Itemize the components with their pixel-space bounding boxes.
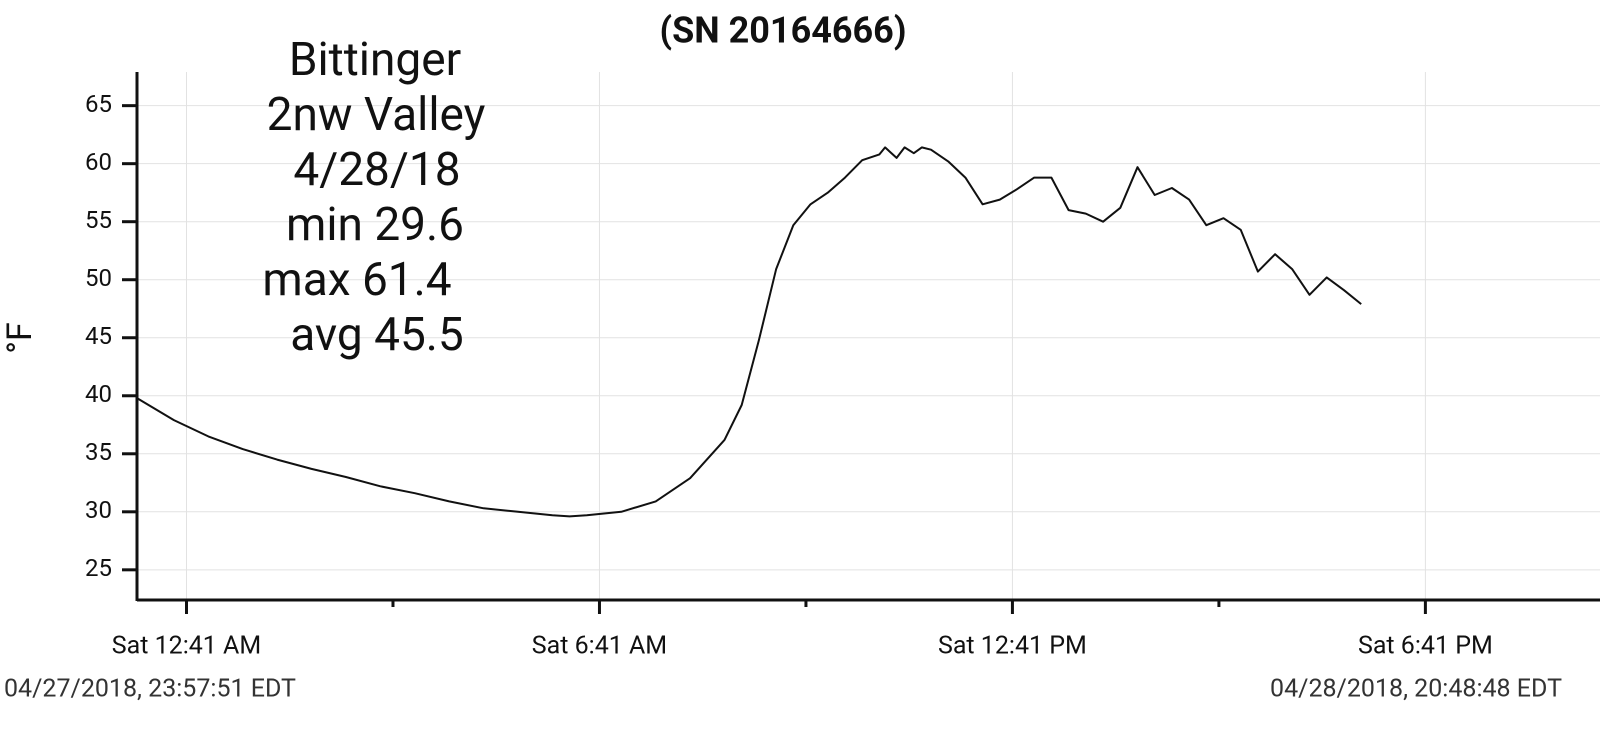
start-time: 04/27/2018, 23:57:51 EDT (4, 675, 296, 704)
annotation: 4/28/18 (293, 143, 460, 197)
y-tick-label: 50 (85, 264, 112, 292)
annotation: avg 45.5 (290, 308, 464, 362)
x-tick-label: Sat 12:41 PM (938, 632, 1087, 661)
y-tick-label: 65 (85, 90, 112, 118)
x-tick-label: Sat 12:41 AM (112, 632, 261, 661)
y-axis-label: °F (0, 322, 40, 354)
y-tick-label: 60 (85, 148, 112, 176)
chart-title: (SN 20164666) (660, 10, 907, 52)
annotation: 2nw Valley (267, 88, 486, 142)
y-tick-label: 40 (85, 380, 112, 408)
y-tick-label: 45 (85, 322, 112, 350)
x-tick-label: Sat 6:41 AM (532, 632, 667, 661)
temperature-line (136, 146, 1362, 518)
y-tick-label: 25 (85, 554, 112, 582)
y-tick-label: 55 (85, 206, 112, 234)
y-tick-label: 35 (85, 438, 112, 466)
annotation: min 29.6 (286, 198, 464, 252)
annotation: max 61.4 (262, 253, 451, 307)
annotation: Bittinger (289, 33, 461, 87)
y-tick-label: 30 (85, 496, 112, 524)
x-tick-label: Sat 6:41 PM (1358, 632, 1493, 661)
end-time: 04/28/2018, 20:48:48 EDT (1270, 675, 1562, 704)
